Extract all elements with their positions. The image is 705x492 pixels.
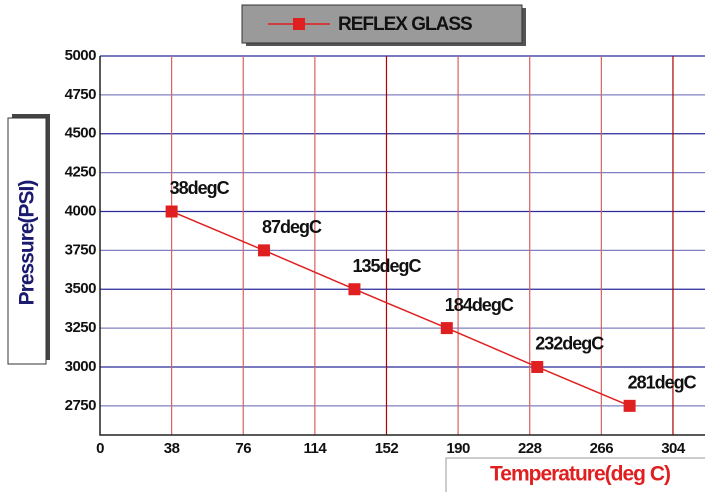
point-label: 184degC: [445, 295, 514, 315]
point-label: 135degC: [352, 256, 421, 276]
y-tick-label: 4500: [65, 125, 97, 142]
legend-marker: [293, 18, 305, 30]
y-tick-label: 3000: [65, 358, 97, 375]
x-tick-label: 0: [96, 440, 104, 457]
line: [171, 210, 630, 407]
y-label-frame: [7, 117, 47, 365]
point-label: 281degC: [628, 373, 697, 393]
x-tick-label: 152: [375, 440, 399, 457]
y-tick-label: 3750: [65, 241, 97, 258]
y-tick-label: 4000: [65, 202, 97, 219]
axis-frame: [99, 56, 705, 436]
point-label: 38degC: [170, 178, 230, 198]
legend-label: REFLEX GLASS: [338, 14, 472, 35]
x-tick-label: 266: [590, 440, 614, 457]
point-label: 232degC: [535, 334, 604, 354]
x-tick-label: 190: [446, 440, 470, 457]
x-label-frame: [445, 457, 705, 492]
point: [440, 322, 453, 335]
point: [348, 283, 361, 296]
x-axis-label: Temperature(deg C): [490, 463, 670, 486]
x-tick-label: 76: [235, 440, 251, 457]
y-tick-label: 3500: [65, 280, 97, 297]
point-label: 87degC: [262, 217, 322, 237]
point: [623, 399, 636, 412]
x-tick-label: 38: [164, 440, 180, 457]
point: [165, 205, 178, 218]
point: [531, 360, 544, 373]
y-tick-label: 4250: [65, 164, 97, 181]
x-tick-label: 114: [304, 440, 328, 457]
x-tick-label: 228: [518, 440, 542, 457]
y-tick-label: 4750: [65, 86, 97, 103]
point: [257, 244, 270, 257]
y-tick-label: 5000: [65, 47, 97, 64]
y-tick-label: 3250: [65, 319, 97, 336]
y-label-box: Pressure(PSI): [7, 114, 50, 365]
y-tick-label: 2750: [65, 397, 97, 414]
x-tick-label: 304: [661, 440, 686, 457]
y-axis-label: Pressure(PSI): [16, 181, 39, 306]
